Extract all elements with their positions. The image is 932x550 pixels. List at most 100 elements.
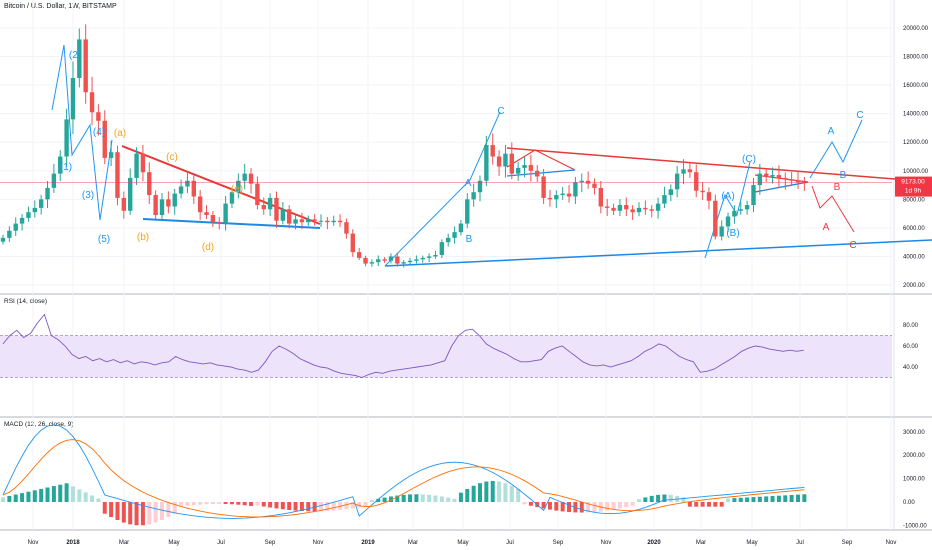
candle <box>32 207 37 213</box>
candle <box>108 152 114 158</box>
signal-line <box>2 439 805 518</box>
candle <box>395 256 400 264</box>
wave-label: C <box>849 240 856 251</box>
candle <box>783 177 788 180</box>
macd-histogram-bar <box>344 502 349 510</box>
macd-histogram-bar <box>185 502 190 506</box>
candle <box>509 153 514 174</box>
wave-label: (1) <box>60 162 72 173</box>
wave-up-2019 <box>384 111 501 267</box>
wave-label: C <box>497 106 504 117</box>
price-y-tick: 8000.00 <box>903 197 925 203</box>
macd-histogram-bar <box>90 495 95 502</box>
candle <box>713 200 718 237</box>
macd-histogram-bar <box>134 502 139 526</box>
candle <box>617 205 623 211</box>
projection-red <box>811 185 855 233</box>
rsi-y-tick: 80.00 <box>903 323 919 329</box>
macd-histogram-bar <box>490 480 495 502</box>
macd-histogram-bar <box>687 502 692 507</box>
macd-histogram-bar <box>255 502 260 506</box>
macd-histogram-bar <box>160 502 164 521</box>
macd-histogram-bar <box>427 494 432 502</box>
macd-histogram-bar <box>7 495 12 502</box>
macd-histogram-bar <box>217 502 222 504</box>
macd-histogram-bar <box>363 502 368 507</box>
macd-histogram-bar <box>439 496 444 502</box>
candle <box>77 39 82 78</box>
wave-label: A <box>465 178 472 189</box>
candle <box>287 209 292 224</box>
candle <box>522 165 527 168</box>
price-y-tick: 20000.00 <box>903 26 929 32</box>
candle <box>261 205 266 210</box>
wave-label: (e) <box>231 184 243 195</box>
wave-label: (a) <box>114 128 126 139</box>
price-tag-countdown: 1d 9h <box>905 188 922 195</box>
macd-histogram-bar <box>166 502 171 517</box>
candle <box>439 242 445 256</box>
rsi-y-tick: 60.00 <box>903 344 919 350</box>
candle <box>554 195 559 200</box>
macd-histogram-bar <box>732 498 737 502</box>
rsi-title: RSI (14, close) <box>4 298 47 305</box>
macd-histogram-bar <box>649 495 654 502</box>
candle <box>242 173 247 181</box>
wave-label: (A) <box>721 191 734 202</box>
candle <box>185 180 190 187</box>
macd-histogram-bar <box>96 498 101 502</box>
candle <box>293 219 298 224</box>
macd-histogram-bar <box>789 494 794 502</box>
candle <box>655 203 661 211</box>
candle <box>624 205 629 210</box>
macd-histogram-bar <box>783 495 788 502</box>
price-y-tick: 16000.00 <box>903 83 929 89</box>
price-y-tick: 6000.00 <box>903 226 925 232</box>
candle <box>446 237 451 243</box>
candle <box>325 220 330 223</box>
candle <box>744 205 750 210</box>
macd-histogram-bar <box>681 497 686 502</box>
x-tick-label: Jul <box>796 540 804 546</box>
candle <box>414 259 419 261</box>
candle <box>528 165 534 171</box>
candle <box>795 180 801 183</box>
macd-y-tick: -1000.00 <box>903 523 927 529</box>
macd-histogram-bar <box>191 502 196 506</box>
macd-histogram-bar <box>516 489 521 502</box>
macd-histogram-bar <box>58 484 63 502</box>
macd-histogram-bar <box>369 500 374 502</box>
candle <box>96 112 101 121</box>
candle <box>159 199 165 216</box>
price-tag-value: 9173.00 <box>901 179 925 186</box>
grid <box>0 0 932 531</box>
macd-histogram-bar <box>694 502 699 507</box>
wave-label: (3) <box>82 190 94 201</box>
candle <box>407 260 413 263</box>
candle <box>643 207 648 210</box>
candle <box>331 220 336 223</box>
candle <box>579 180 584 183</box>
macd-histogram-bar <box>700 502 705 507</box>
candle <box>102 120 107 158</box>
macd-histogram-bar <box>586 502 591 513</box>
candle <box>700 190 705 193</box>
macd-histogram-bar <box>179 502 184 507</box>
rsi-band-fill <box>0 335 892 378</box>
macd-histogram-bar <box>26 491 31 502</box>
candle <box>344 222 349 234</box>
candle <box>210 215 216 223</box>
macd-histogram-bar <box>541 502 546 509</box>
candles <box>0 24 807 268</box>
macd-histogram-bar <box>522 502 527 505</box>
macd-histogram-bar <box>497 481 502 502</box>
x-tick-label: May <box>168 540 179 546</box>
candle <box>490 145 495 157</box>
candle <box>337 220 343 223</box>
macd-histogram-bar <box>102 502 107 514</box>
candle <box>433 255 438 257</box>
macd-histogram-bar <box>592 502 597 513</box>
macd-histogram-bar <box>229 502 234 505</box>
candle <box>197 196 203 213</box>
